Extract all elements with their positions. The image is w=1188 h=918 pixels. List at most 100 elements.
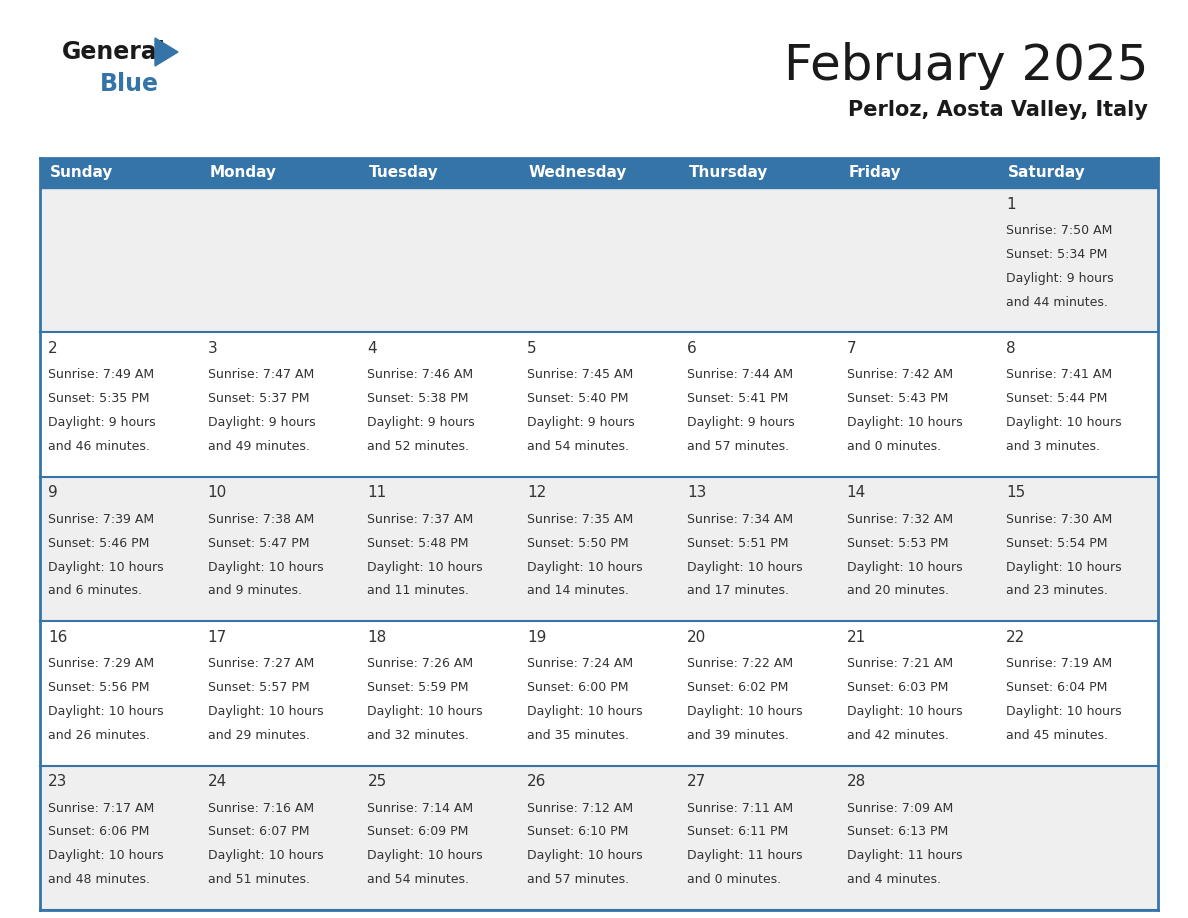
Bar [40, 766, 200, 910]
Text: Daylight: 10 hours: Daylight: 10 hours [527, 849, 643, 862]
Text: Thursday: Thursday [688, 165, 767, 181]
Text: Sunset: 5:43 PM: Sunset: 5:43 PM [847, 392, 948, 405]
Bar [360, 621, 519, 766]
Text: Sunrise: 7:46 AM: Sunrise: 7:46 AM [367, 368, 474, 382]
Text: Sunset: 6:04 PM: Sunset: 6:04 PM [1006, 681, 1107, 694]
Text: Tuesday: Tuesday [369, 165, 438, 181]
Text: Daylight: 9 hours: Daylight: 9 hours [48, 416, 156, 429]
Text: Daylight: 9 hours: Daylight: 9 hours [527, 416, 634, 429]
Text: Daylight: 10 hours: Daylight: 10 hours [208, 561, 323, 574]
Text: and 32 minutes.: and 32 minutes. [367, 729, 469, 742]
Text: Sunset: 6:11 PM: Sunset: 6:11 PM [687, 825, 788, 838]
Bar [678, 476, 839, 621]
Text: Sunset: 6:10 PM: Sunset: 6:10 PM [527, 825, 628, 838]
Text: Sunrise: 7:50 AM: Sunrise: 7:50 AM [1006, 224, 1113, 237]
Text: 6: 6 [687, 341, 696, 356]
Text: Daylight: 9 hours: Daylight: 9 hours [687, 416, 795, 429]
Bar [519, 332, 678, 476]
Text: Daylight: 10 hours: Daylight: 10 hours [527, 705, 643, 718]
Text: 9: 9 [48, 486, 58, 500]
Text: Sunrise: 7:11 AM: Sunrise: 7:11 AM [687, 801, 792, 814]
Text: Daylight: 10 hours: Daylight: 10 hours [527, 561, 643, 574]
Text: Sunset: 5:41 PM: Sunset: 5:41 PM [687, 392, 788, 405]
Text: and 52 minutes.: and 52 minutes. [367, 440, 469, 453]
Text: and 26 minutes.: and 26 minutes. [48, 729, 150, 742]
Text: 26: 26 [527, 774, 546, 789]
Polygon shape [154, 38, 178, 66]
Text: Daylight: 10 hours: Daylight: 10 hours [48, 849, 164, 862]
Bar [998, 158, 1158, 188]
Bar [839, 188, 998, 332]
Text: Sunset: 6:09 PM: Sunset: 6:09 PM [367, 825, 469, 838]
Text: 15: 15 [1006, 486, 1025, 500]
Text: Sunrise: 7:30 AM: Sunrise: 7:30 AM [1006, 513, 1112, 526]
Text: Sunrise: 7:44 AM: Sunrise: 7:44 AM [687, 368, 792, 382]
Text: Daylight: 9 hours: Daylight: 9 hours [367, 416, 475, 429]
Text: Sunrise: 7:21 AM: Sunrise: 7:21 AM [847, 657, 953, 670]
Text: 23: 23 [48, 774, 68, 789]
Text: Blue: Blue [100, 72, 159, 96]
Text: 22: 22 [1006, 630, 1025, 644]
Text: Daylight: 10 hours: Daylight: 10 hours [367, 849, 484, 862]
Bar [998, 476, 1158, 621]
Text: and 57 minutes.: and 57 minutes. [527, 873, 630, 886]
Text: Daylight: 10 hours: Daylight: 10 hours [687, 561, 802, 574]
Bar [519, 621, 678, 766]
Text: Sunrise: 7:17 AM: Sunrise: 7:17 AM [48, 801, 154, 814]
Text: Daylight: 10 hours: Daylight: 10 hours [687, 705, 802, 718]
Text: Daylight: 10 hours: Daylight: 10 hours [48, 705, 164, 718]
Text: 20: 20 [687, 630, 706, 644]
Text: Sunset: 5:59 PM: Sunset: 5:59 PM [367, 681, 469, 694]
Text: 8: 8 [1006, 341, 1016, 356]
Text: Daylight: 10 hours: Daylight: 10 hours [48, 561, 164, 574]
Text: 19: 19 [527, 630, 546, 644]
Text: Sunset: 5:54 PM: Sunset: 5:54 PM [1006, 537, 1107, 550]
Text: Sunset: 5:46 PM: Sunset: 5:46 PM [48, 537, 150, 550]
Text: Perloz, Aosta Valley, Italy: Perloz, Aosta Valley, Italy [848, 100, 1148, 120]
Text: 12: 12 [527, 486, 546, 500]
Bar [839, 766, 998, 910]
Bar [839, 158, 998, 188]
Text: Daylight: 10 hours: Daylight: 10 hours [1006, 705, 1121, 718]
Bar [40, 188, 200, 332]
Text: Sunrise: 7:12 AM: Sunrise: 7:12 AM [527, 801, 633, 814]
Text: Daylight: 11 hours: Daylight: 11 hours [687, 849, 802, 862]
Text: Daylight: 10 hours: Daylight: 10 hours [208, 705, 323, 718]
Bar [519, 188, 678, 332]
Bar [360, 766, 519, 910]
Text: Sunset: 6:06 PM: Sunset: 6:06 PM [48, 825, 150, 838]
Bar [200, 621, 360, 766]
Text: Daylight: 10 hours: Daylight: 10 hours [1006, 561, 1121, 574]
Text: and 51 minutes.: and 51 minutes. [208, 873, 310, 886]
Text: and 29 minutes.: and 29 minutes. [208, 729, 310, 742]
Bar [519, 158, 678, 188]
Text: Wednesday: Wednesday [529, 165, 627, 181]
Text: 7: 7 [847, 341, 857, 356]
Text: 28: 28 [847, 774, 866, 789]
Text: and 45 minutes.: and 45 minutes. [1006, 729, 1108, 742]
Text: General: General [62, 40, 166, 64]
Text: and 6 minutes.: and 6 minutes. [48, 585, 143, 598]
Bar [200, 188, 360, 332]
Text: Sunrise: 7:39 AM: Sunrise: 7:39 AM [48, 513, 154, 526]
Text: Sunset: 5:53 PM: Sunset: 5:53 PM [847, 537, 948, 550]
Bar [200, 766, 360, 910]
Text: Sunset: 5:51 PM: Sunset: 5:51 PM [687, 537, 789, 550]
Text: and 14 minutes.: and 14 minutes. [527, 585, 628, 598]
Text: 17: 17 [208, 630, 227, 644]
Text: Sunset: 5:35 PM: Sunset: 5:35 PM [48, 392, 150, 405]
Text: Sunrise: 7:16 AM: Sunrise: 7:16 AM [208, 801, 314, 814]
Text: Sunrise: 7:14 AM: Sunrise: 7:14 AM [367, 801, 474, 814]
Text: and 0 minutes.: and 0 minutes. [847, 440, 941, 453]
Text: Sunrise: 7:42 AM: Sunrise: 7:42 AM [847, 368, 953, 382]
Bar [519, 476, 678, 621]
Text: Sunrise: 7:27 AM: Sunrise: 7:27 AM [208, 657, 314, 670]
Text: Daylight: 10 hours: Daylight: 10 hours [847, 416, 962, 429]
Text: Sunset: 5:50 PM: Sunset: 5:50 PM [527, 537, 628, 550]
Text: 5: 5 [527, 341, 537, 356]
Text: Sunset: 5:47 PM: Sunset: 5:47 PM [208, 537, 309, 550]
Text: and 49 minutes.: and 49 minutes. [208, 440, 310, 453]
Text: February 2025: February 2025 [784, 42, 1148, 90]
Bar [40, 476, 200, 621]
Text: Daylight: 10 hours: Daylight: 10 hours [847, 705, 962, 718]
